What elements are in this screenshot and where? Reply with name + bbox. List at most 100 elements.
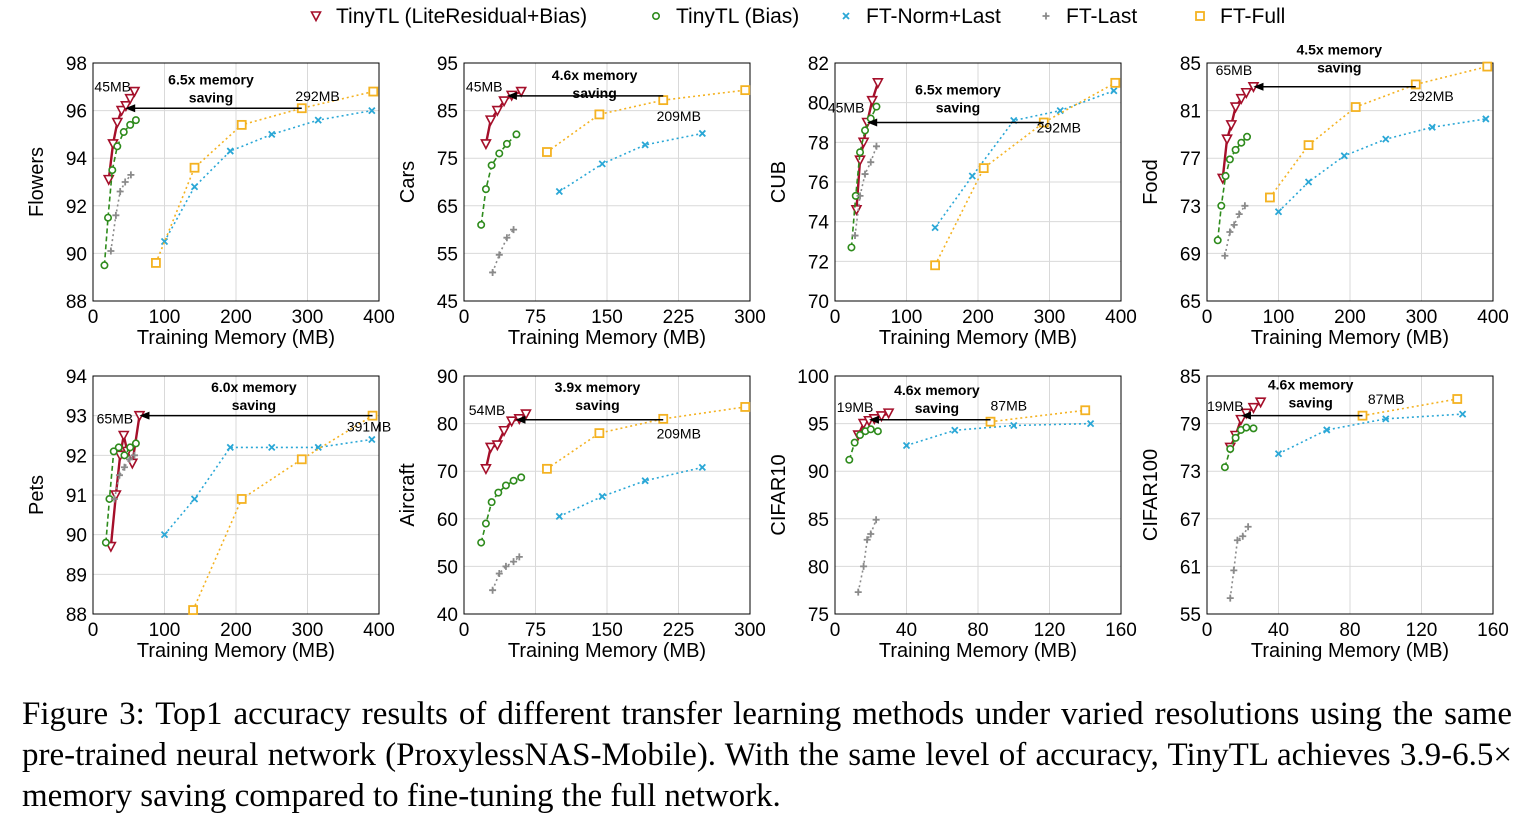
x-tick-label: 400 <box>363 307 395 328</box>
legend-marker-plus-icon <box>1042 12 1050 20</box>
data-point <box>1110 87 1118 95</box>
y-tick-label: 67 <box>1180 510 1201 531</box>
data-point <box>226 443 234 452</box>
data-point <box>502 139 511 148</box>
series-line <box>1278 413 1463 455</box>
data-point <box>1231 433 1240 442</box>
data-point <box>314 443 322 452</box>
data-point <box>510 558 518 566</box>
data-point <box>128 86 141 98</box>
data-point <box>110 490 122 502</box>
data-point <box>863 536 871 544</box>
series-ft-last <box>854 516 880 596</box>
x-tick-label: 0 <box>1202 620 1213 641</box>
data-point <box>930 260 940 271</box>
memory-saving-annotation: 4.5x memory saving 65MB 292MB <box>1216 42 1454 104</box>
data-point <box>126 443 135 452</box>
annotation-to-label: 292MB <box>1409 88 1453 104</box>
y-tick-label: 79 <box>1180 415 1201 436</box>
annotation-to-label: 292MB <box>1037 119 1081 135</box>
legend-item: FT-Last <box>1042 5 1137 28</box>
data-point <box>856 192 864 200</box>
data-point <box>872 78 884 90</box>
annotation-text: 4.6x memory <box>552 67 638 83</box>
y-axis-label: CIFAR10 <box>768 454 790 535</box>
subplot-pets: 0 100 200 300 400 88 89 90 91 92 93 94 Training Memo… <box>26 367 395 662</box>
data-point <box>1220 463 1229 472</box>
data-point <box>1235 93 1248 105</box>
legend-label: TinyTL (Bias) <box>676 5 799 28</box>
y-tick-label: 45 <box>437 292 458 313</box>
series-ft-norm-last <box>160 435 376 539</box>
data-point <box>502 562 510 570</box>
data-point <box>1247 402 1260 414</box>
annotation-text: saving <box>1288 394 1332 410</box>
data-point <box>368 435 376 444</box>
data-point <box>1110 77 1121 88</box>
data-point <box>867 158 875 166</box>
y-tick-label: 55 <box>1180 605 1201 626</box>
data-point <box>515 86 528 98</box>
data-point <box>1274 450 1283 458</box>
series-line <box>192 414 373 611</box>
subplot-cifar100: 0 40 80 120 160 55 61 67 73 79 85 Training Memory (… <box>1140 367 1509 662</box>
series-tinytl-bias <box>847 102 881 252</box>
data-point <box>226 147 234 155</box>
data-point <box>1225 155 1234 164</box>
data-point <box>160 531 169 539</box>
data-point <box>1482 115 1490 123</box>
x-tick-label: 0 <box>459 620 470 641</box>
series-ft-full <box>1265 61 1493 203</box>
series-tinytl-literesidual-bias <box>105 410 146 553</box>
annotation-to-label: 87MB <box>991 397 1028 413</box>
legend: TinyTL (LiteResidual+Bias) TinyTL (Bias) F… <box>310 5 1285 28</box>
data-point <box>1254 397 1267 409</box>
data-point <box>1233 536 1241 544</box>
data-point <box>109 447 118 456</box>
data-point <box>850 204 863 216</box>
y-axis-label: Flowers <box>26 147 48 217</box>
data-point <box>104 213 113 222</box>
data-point <box>1226 228 1234 236</box>
data-point <box>108 166 117 175</box>
arrow-head-icon <box>139 411 150 420</box>
data-point <box>107 247 115 255</box>
y-tick-label: 65 <box>437 197 458 218</box>
y-tick-label: 61 <box>1180 557 1201 578</box>
plot-frame <box>834 62 1122 302</box>
data-point <box>1217 201 1226 210</box>
data-point <box>190 495 199 503</box>
plot-frame <box>1206 375 1494 615</box>
subplot-cifar10: 0 40 80 120 160 75 80 85 90 95 100 Training Memory … <box>768 367 1137 662</box>
x-tick-label: 160 <box>1105 620 1137 641</box>
data-point <box>872 142 880 150</box>
y-tick-label: 90 <box>66 526 87 547</box>
y-tick-label: 92 <box>66 446 87 467</box>
annotation-text: saving <box>1317 60 1361 76</box>
data-point <box>978 163 989 174</box>
x-tick-label: 75 <box>525 307 546 328</box>
data-point <box>498 425 510 437</box>
data-point <box>111 117 124 129</box>
series-ft-full <box>188 410 378 615</box>
data-point <box>1235 414 1247 426</box>
data-point <box>882 408 895 420</box>
annotation-text: 6.5x memory <box>915 82 1001 98</box>
series-ft-norm-last <box>902 419 1095 450</box>
annotation-text: 4.5x memory <box>1296 42 1382 58</box>
x-tick-label: 300 <box>1034 307 1066 328</box>
series-line <box>491 229 515 273</box>
plot-frame <box>463 62 751 302</box>
x-tick-label: 200 <box>220 307 252 328</box>
y-tick-label: 80 <box>808 94 829 115</box>
data-point <box>495 570 503 578</box>
data-point <box>1242 423 1251 432</box>
x-tick-label: 225 <box>663 307 695 328</box>
x-tick-label: 120 <box>1034 620 1066 641</box>
data-point <box>1226 594 1234 602</box>
y-tick-label: 65 <box>1180 292 1201 313</box>
series-line <box>110 174 132 252</box>
annotation-text: saving <box>189 89 233 105</box>
x-tick-label: 40 <box>896 620 917 641</box>
x-tick-label: 0 <box>88 620 99 641</box>
